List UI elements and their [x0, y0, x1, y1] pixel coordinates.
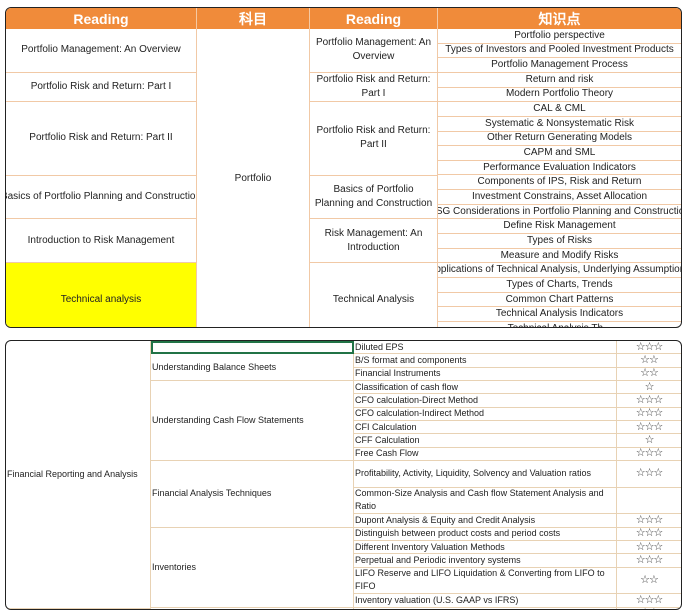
star-rating: ☆☆☆ — [617, 407, 681, 421]
topic-cell: CFI Calculation — [354, 420, 617, 435]
topic-cell: Profitability, Activity, Liquidity, Solv… — [354, 460, 617, 488]
reading-cell: Basics of Portfolio Planning and Constru… — [6, 175, 197, 220]
reading-cell: Technical analysis — [6, 263, 197, 327]
topic-cell: CFO calculation-Direct Method — [354, 394, 617, 408]
topic-cell: CFF Calculation — [354, 434, 617, 448]
reading-cell: Portfolio Risk and Return: Part II — [310, 102, 438, 176]
star-rating: ☆☆☆ — [617, 554, 681, 568]
topic-cell: Classification of cash flow — [354, 380, 617, 395]
topic-cell: Distinguish between product costs and pe… — [354, 527, 617, 541]
star-rating: ☆ — [617, 434, 681, 448]
topic-cell: Define Risk Management — [438, 219, 681, 235]
star-rating: ☆☆☆ — [617, 421, 681, 435]
reading-cell: Portfolio Risk and Return: Part II — [6, 102, 197, 176]
topic-cell: Perpetual and Periodic inventory systems — [354, 554, 617, 568]
reading-cell: Technical Analysis — [310, 263, 438, 327]
star-rating: ☆☆☆ — [617, 461, 681, 488]
topic-cell: Investment Constrains, Asset Allocation — [438, 190, 681, 205]
topic-cell: ESG Considerations in Portfolio Planning… — [438, 205, 681, 220]
topic-cell: Portfolio perspective — [438, 29, 681, 44]
topic-cell: Applications of Technical Analysis, Unde… — [438, 263, 681, 279]
topic-cell: Financial Instruments — [354, 367, 617, 381]
star-rating: ☆☆ — [617, 607, 681, 609]
column-header: 知识点 — [438, 8, 681, 29]
reading-cell: Portfolio Risk and Return: Part I — [310, 72, 438, 103]
topic-cell: Components of IPS, Risk and Return — [438, 176, 681, 191]
star-rating: ☆ — [617, 381, 681, 395]
topic-cell: Common Chart Patterns — [438, 293, 681, 308]
topic-cell: Types of Charts, Trends — [438, 278, 681, 293]
topic-cell: Modern Portfolio Theory — [438, 88, 681, 103]
subject-cell: Financial Reporting and Analysis — [6, 341, 151, 609]
reading-cell: Understanding Cash Flow Statements — [151, 380, 354, 461]
topic-cell: Other Return Generating Models — [438, 132, 681, 147]
reading-cell: Financial Analysis Techniques — [151, 460, 354, 528]
star-rating: ☆☆☆ — [617, 514, 681, 528]
topic-cell: Free Cash Flow — [354, 447, 617, 461]
topic-cell: Diluted EPS — [354, 341, 617, 355]
column-header: Reading — [310, 8, 438, 29]
star-rating: ☆☆ — [617, 367, 681, 381]
portfolio-reading-table: Reading 科目 Reading 知识点 Portfolio Management:… — [5, 7, 682, 328]
reading-cell — [151, 341, 354, 355]
star-rating: ☆☆☆ — [617, 341, 681, 355]
reading-cell: Understanding Balance Sheets — [151, 354, 354, 381]
topic-cell: Common-Size Analysis and Cash flow State… — [354, 487, 617, 515]
star-rating: ☆☆ — [617, 568, 681, 595]
reading-cell: Basics of Portfolio Planning and Constru… — [310, 175, 438, 220]
topic-cell: Portfolio Management Process — [438, 58, 681, 73]
reading-cell: Portfolio Risk and Return: Part I — [6, 72, 197, 103]
topic-cell: B/S format and components — [354, 354, 617, 368]
topic-cell: CAPM and SML — [438, 146, 681, 161]
reading-cell: Risk Management: An Introduction — [310, 219, 438, 264]
star-rating: ☆☆ — [617, 354, 681, 368]
reading-cell — [151, 607, 354, 609]
topic-cell: Technical Analysis Indicators — [438, 307, 681, 322]
topic-cell: Measure and Modify Risks — [438, 249, 681, 264]
topic-cell: Dupont Analysis & Equity and Credit Anal… — [354, 514, 617, 528]
column-header: Reading — [6, 8, 197, 29]
topic-cell: LIFO Reserve and LIFO Liquidation & Conv… — [354, 567, 617, 595]
reading-cell: Portfolio Management: An Overview — [6, 29, 197, 73]
topic-cell: Return and risk — [438, 73, 681, 88]
reading-cell: Portfolio Management: An Overview — [310, 29, 438, 73]
reading-cell: Inventories — [151, 527, 354, 608]
topic-cell: Performance Evaluation Indicators — [438, 161, 681, 176]
topic-cell: Inventory valuation (U.S. GAAP vs IFRS) — [354, 594, 617, 608]
topic-cell: Technical Analysis Th... — [438, 322, 681, 327]
star-rating: ☆☆☆ — [617, 541, 681, 555]
topic-cell: Systematic & Nonsystematic Risk — [438, 117, 681, 132]
reading-cell: Introduction to Risk Management — [6, 219, 197, 264]
star-rating: ☆☆☆ — [617, 594, 681, 608]
topic-cell: CFO calculation-Indirect Method — [354, 407, 617, 421]
star-rating: ☆☆☆ — [617, 394, 681, 408]
subject-cell: Portfolio — [197, 29, 310, 327]
star-rating — [617, 488, 681, 515]
topic-cell: Types of Risks — [438, 234, 681, 249]
topic-cell: Capitalizing or Expensing — [354, 607, 617, 609]
star-rating: ☆☆☆ — [617, 447, 681, 461]
topic-cell: CAL & CML — [438, 102, 681, 117]
topic-cell: Types of Investors and Pooled Investment… — [438, 44, 681, 59]
fra-topics-table: Diluted EPS ☆☆☆ B/S format and components ☆… — [5, 340, 682, 610]
column-header: 科目 — [197, 8, 310, 29]
topic-cell: Different Inventory Valuation Methods — [354, 540, 617, 555]
star-rating: ☆☆☆ — [617, 527, 681, 541]
